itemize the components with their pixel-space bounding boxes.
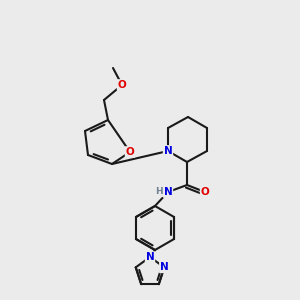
Text: N: N (160, 262, 169, 272)
Text: N: N (146, 252, 154, 262)
Text: N: N (164, 146, 172, 156)
Text: N: N (164, 187, 172, 197)
Text: O: O (126, 147, 134, 157)
Text: H: H (155, 188, 163, 196)
Text: O: O (118, 80, 126, 90)
Text: O: O (201, 187, 209, 197)
